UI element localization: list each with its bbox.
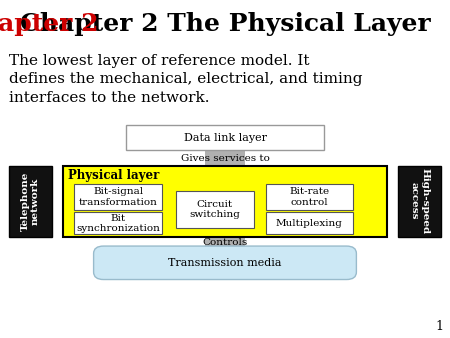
Text: Multiplexing: Multiplexing xyxy=(276,219,343,228)
FancyBboxPatch shape xyxy=(74,184,162,210)
Text: Telephone
network: Telephone network xyxy=(21,171,40,231)
FancyBboxPatch shape xyxy=(9,166,52,237)
FancyBboxPatch shape xyxy=(266,212,353,234)
FancyBboxPatch shape xyxy=(63,166,387,237)
Text: Chapter 2 The Physical Layer: Chapter 2 The Physical Layer xyxy=(20,12,430,36)
FancyBboxPatch shape xyxy=(398,166,441,237)
FancyBboxPatch shape xyxy=(205,237,245,254)
FancyBboxPatch shape xyxy=(126,125,324,150)
FancyBboxPatch shape xyxy=(94,246,356,280)
Text: Bit-rate
control: Bit-rate control xyxy=(289,187,329,207)
Text: Chapter 2: Chapter 2 xyxy=(0,12,99,36)
Text: Data link layer: Data link layer xyxy=(184,133,266,143)
Text: The lowest layer of reference model. It
defines the mechanical, electrical, and : The lowest layer of reference model. It … xyxy=(9,54,363,105)
Text: Bit
synchronization: Bit synchronization xyxy=(76,214,160,233)
Text: Physical layer: Physical layer xyxy=(68,169,160,182)
Text: Transmission media: Transmission media xyxy=(168,258,282,268)
FancyBboxPatch shape xyxy=(205,150,245,166)
Text: Controls: Controls xyxy=(202,238,248,247)
Text: High-speed
access: High-speed access xyxy=(410,168,429,234)
FancyBboxPatch shape xyxy=(176,191,254,228)
Text: Bit-signal
transformation: Bit-signal transformation xyxy=(79,187,158,207)
Text: Circuit
switching: Circuit switching xyxy=(189,200,240,219)
FancyBboxPatch shape xyxy=(74,212,162,234)
Text: Gives services to: Gives services to xyxy=(180,154,270,163)
FancyBboxPatch shape xyxy=(266,184,353,210)
Text: 1: 1 xyxy=(435,320,443,333)
